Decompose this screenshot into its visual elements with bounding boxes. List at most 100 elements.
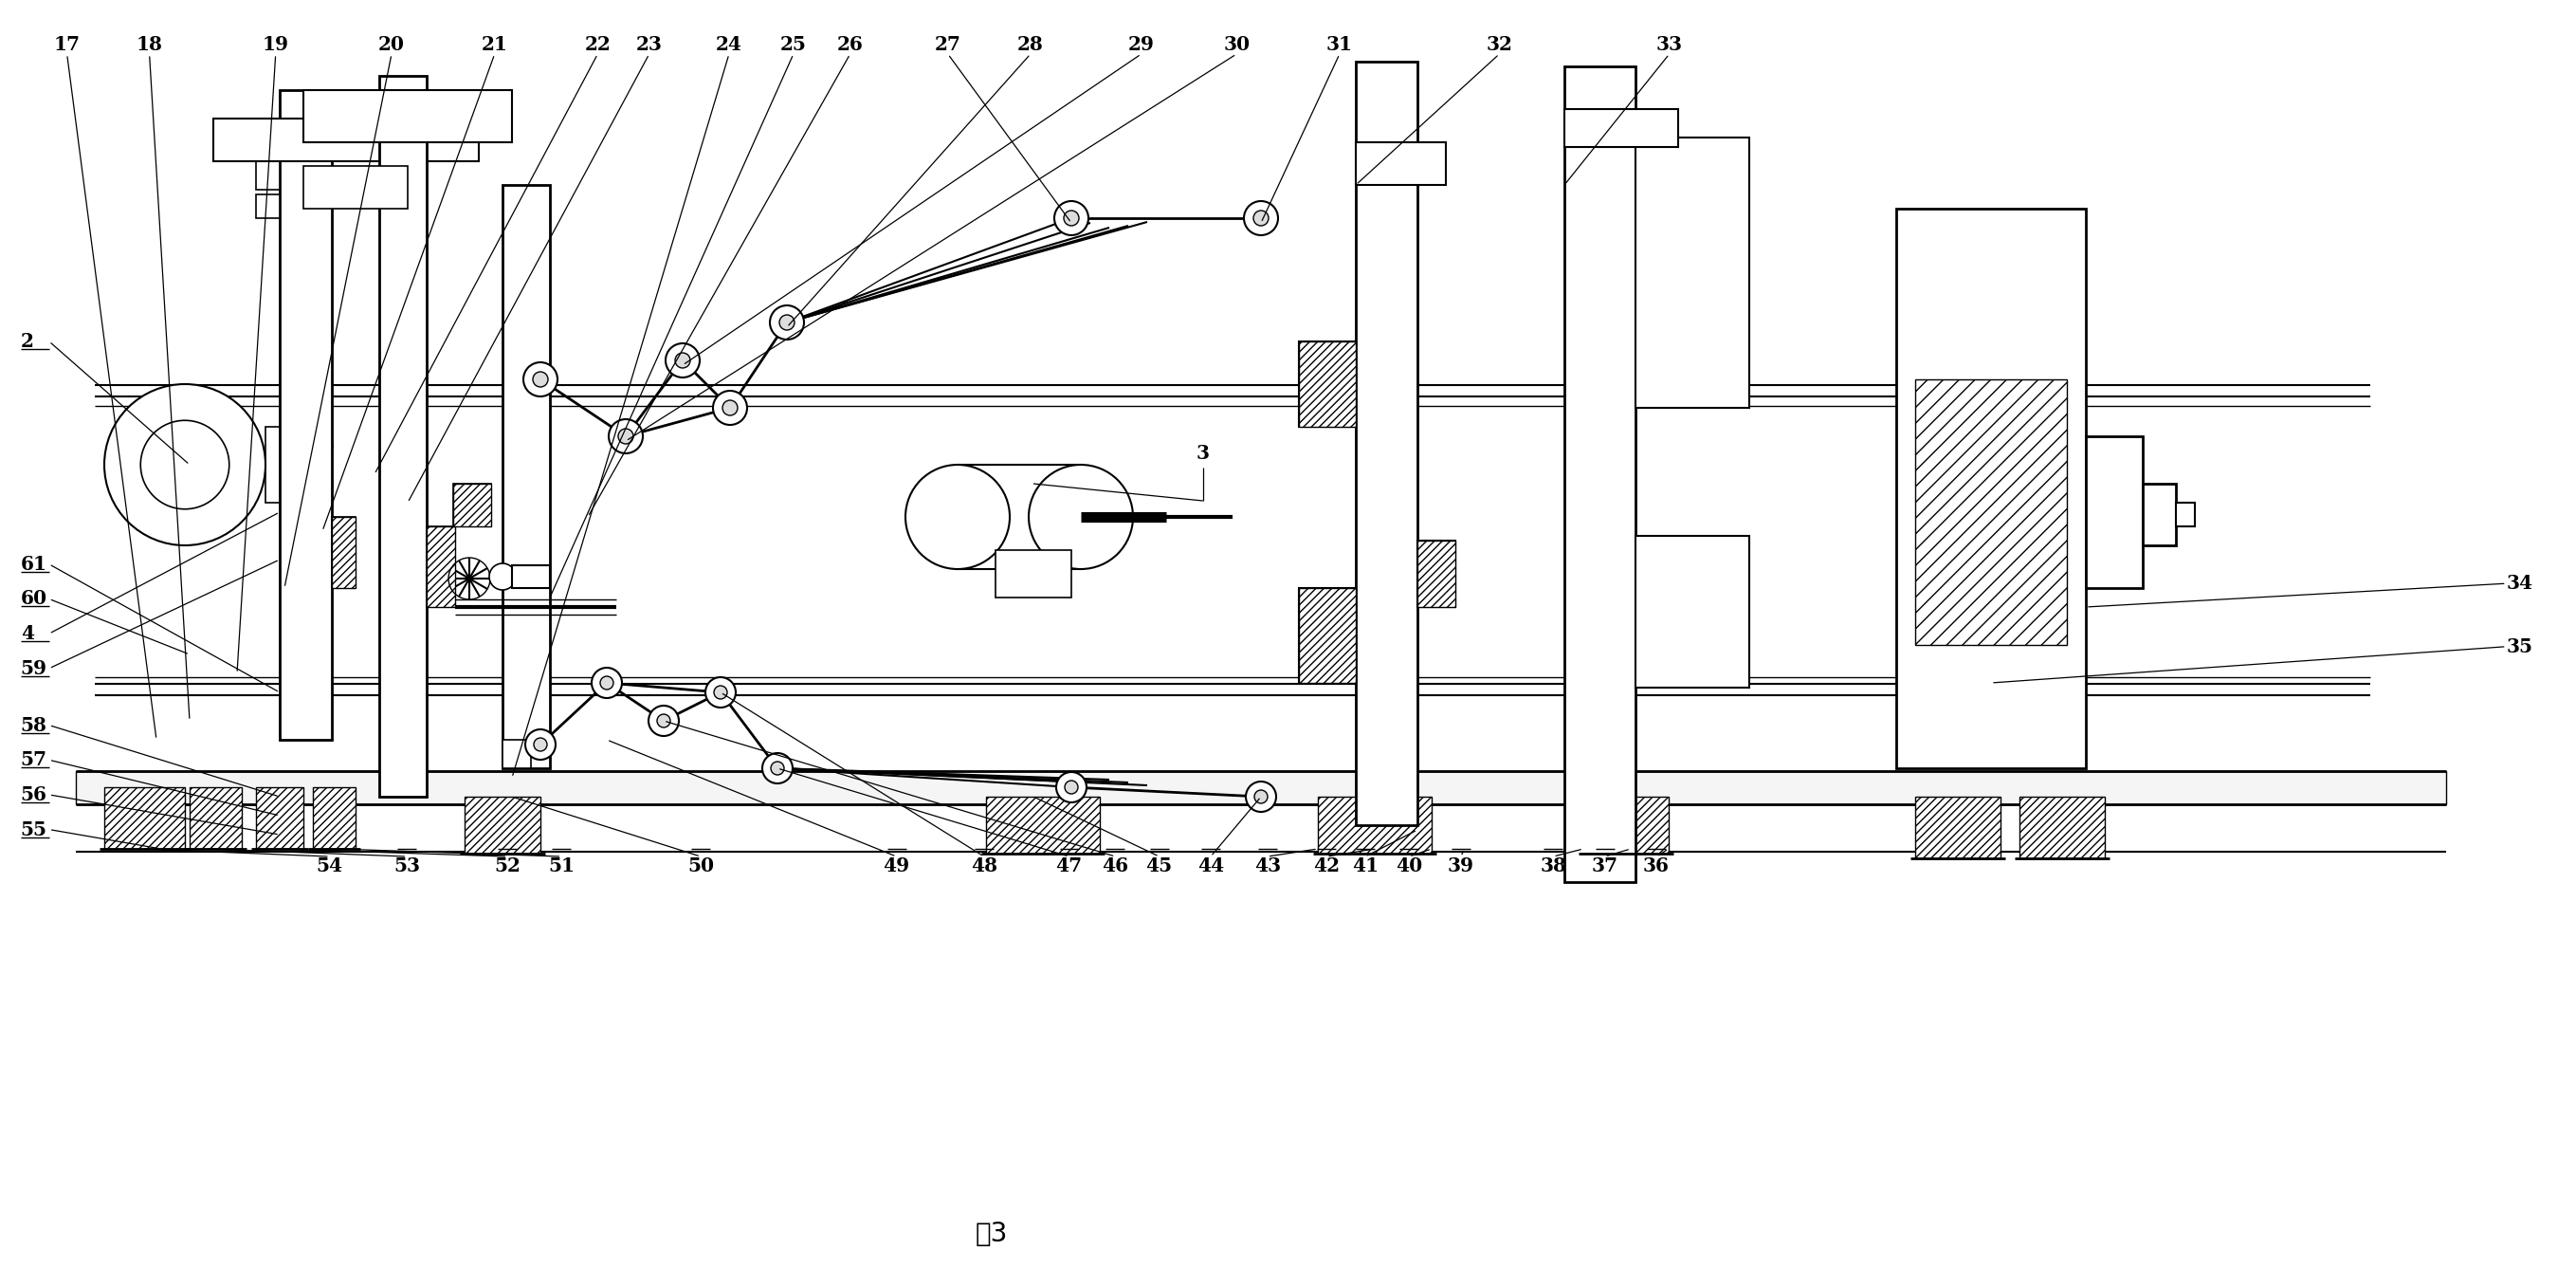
Text: 59: 59 bbox=[21, 659, 46, 677]
Text: 18: 18 bbox=[137, 35, 162, 54]
Text: 19: 19 bbox=[263, 35, 289, 54]
Circle shape bbox=[618, 429, 634, 444]
Text: 2: 2 bbox=[21, 332, 33, 350]
Text: 40: 40 bbox=[1396, 857, 1422, 876]
Text: 33: 33 bbox=[1656, 35, 1682, 54]
Text: 28: 28 bbox=[1018, 35, 1043, 54]
Circle shape bbox=[1056, 772, 1087, 802]
Text: 29: 29 bbox=[1128, 35, 1154, 54]
Circle shape bbox=[781, 314, 793, 330]
Text: 48: 48 bbox=[971, 857, 997, 876]
Text: 58: 58 bbox=[21, 716, 46, 734]
Bar bbox=[994, 550, 1072, 598]
Text: 43: 43 bbox=[1255, 857, 1280, 876]
Circle shape bbox=[103, 384, 265, 545]
Text: 56: 56 bbox=[21, 786, 46, 804]
Circle shape bbox=[770, 761, 783, 775]
Text: 61: 61 bbox=[21, 555, 46, 573]
Circle shape bbox=[675, 353, 690, 368]
Bar bbox=[1355, 62, 1417, 826]
Circle shape bbox=[1244, 201, 1278, 236]
Text: 57: 57 bbox=[21, 751, 46, 769]
Bar bbox=[428, 527, 456, 607]
Bar bbox=[281, 90, 332, 739]
Text: 34: 34 bbox=[2506, 574, 2532, 592]
Bar bbox=[379, 76, 428, 797]
Text: 26: 26 bbox=[837, 35, 863, 54]
Text: 4: 4 bbox=[21, 625, 33, 643]
Circle shape bbox=[1255, 210, 1267, 225]
Bar bbox=[214, 118, 479, 161]
Circle shape bbox=[706, 677, 737, 707]
Text: 31: 31 bbox=[1327, 35, 1352, 54]
Bar bbox=[453, 484, 492, 527]
Text: 50: 50 bbox=[688, 857, 714, 876]
Bar bbox=[312, 787, 355, 849]
Text: 39: 39 bbox=[1448, 857, 1473, 876]
Text: 22: 22 bbox=[585, 35, 611, 54]
Bar bbox=[428, 527, 456, 607]
Circle shape bbox=[142, 420, 229, 509]
Text: 46: 46 bbox=[1103, 857, 1128, 876]
Text: 53: 53 bbox=[394, 857, 420, 876]
Text: 51: 51 bbox=[549, 857, 574, 876]
Bar bbox=[464, 797, 541, 854]
Bar bbox=[281, 90, 332, 739]
Circle shape bbox=[533, 738, 546, 751]
Text: 20: 20 bbox=[379, 35, 404, 54]
Bar bbox=[304, 166, 407, 209]
Circle shape bbox=[533, 372, 549, 386]
Bar bbox=[332, 516, 355, 589]
Text: 23: 23 bbox=[636, 35, 662, 54]
Text: 图3: 图3 bbox=[976, 1221, 1007, 1247]
Text: 24: 24 bbox=[716, 35, 742, 54]
Bar bbox=[502, 185, 549, 768]
Text: 21: 21 bbox=[482, 35, 507, 54]
Text: 36: 36 bbox=[1643, 857, 1669, 876]
Circle shape bbox=[608, 419, 644, 453]
Circle shape bbox=[489, 563, 515, 590]
Bar bbox=[2143, 484, 2177, 545]
Circle shape bbox=[649, 706, 680, 735]
Bar bbox=[958, 465, 1082, 569]
Bar bbox=[1319, 797, 1432, 854]
Circle shape bbox=[721, 401, 737, 416]
Circle shape bbox=[592, 667, 621, 698]
Bar bbox=[2087, 437, 2143, 589]
Bar bbox=[1564, 67, 1636, 882]
Text: 35: 35 bbox=[2506, 638, 2532, 656]
Circle shape bbox=[657, 714, 670, 728]
Text: 30: 30 bbox=[1224, 35, 1249, 54]
Circle shape bbox=[309, 438, 325, 453]
Circle shape bbox=[762, 753, 793, 783]
Circle shape bbox=[1064, 781, 1077, 793]
Text: 47: 47 bbox=[1056, 857, 1082, 876]
Bar bbox=[1914, 380, 2066, 645]
Text: 37: 37 bbox=[1592, 857, 1618, 876]
Bar bbox=[1584, 797, 1669, 854]
Bar bbox=[987, 797, 1100, 854]
Bar bbox=[1417, 541, 1455, 607]
Bar bbox=[513, 565, 549, 589]
Bar bbox=[453, 484, 492, 527]
Text: 55: 55 bbox=[21, 820, 46, 838]
Circle shape bbox=[309, 477, 325, 491]
Text: 41: 41 bbox=[1352, 857, 1378, 876]
Circle shape bbox=[1255, 790, 1267, 804]
Bar bbox=[1636, 138, 1749, 408]
Circle shape bbox=[1054, 201, 1090, 236]
Text: 42: 42 bbox=[1314, 857, 1340, 876]
Bar bbox=[2177, 502, 2195, 527]
Circle shape bbox=[1028, 465, 1133, 569]
Circle shape bbox=[770, 305, 804, 340]
Bar bbox=[1564, 109, 1677, 147]
Text: 52: 52 bbox=[495, 857, 520, 876]
Text: 17: 17 bbox=[54, 35, 80, 54]
Bar bbox=[1298, 341, 1355, 426]
Bar bbox=[255, 787, 304, 849]
Bar bbox=[1298, 341, 1355, 426]
Bar bbox=[502, 739, 531, 768]
Circle shape bbox=[1064, 210, 1079, 225]
Circle shape bbox=[904, 465, 1010, 569]
Bar bbox=[1417, 541, 1455, 607]
